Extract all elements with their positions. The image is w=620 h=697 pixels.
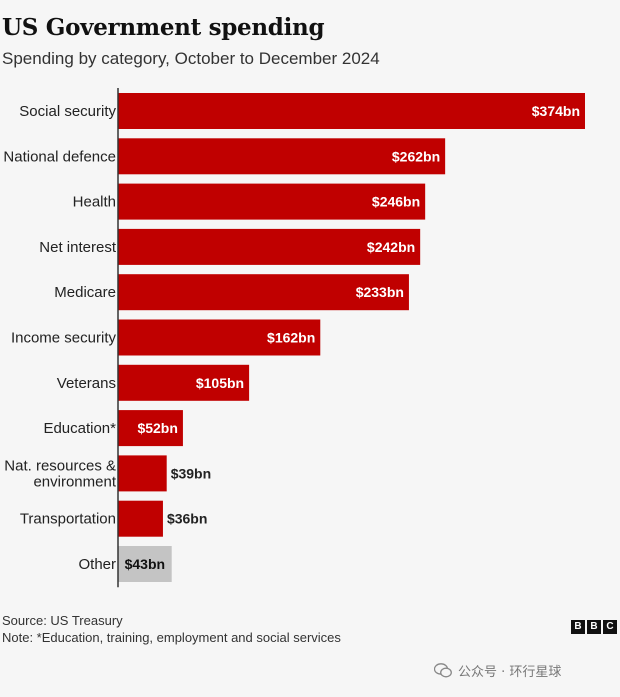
data-label: $233bn	[356, 284, 404, 300]
data-label: $105bn	[196, 375, 244, 391]
category-label-line: Veterans	[57, 375, 116, 392]
category-label: Education*	[43, 420, 116, 437]
bar	[118, 319, 321, 356]
bar	[118, 183, 426, 220]
category-label-line: Medicare	[54, 284, 116, 301]
bar	[118, 546, 172, 582]
watermark: 公众号 · 环行星球	[434, 661, 561, 680]
bbc-logo-letter: B	[571, 620, 585, 634]
category-label-line: Net interest	[39, 239, 117, 256]
bar	[118, 228, 421, 265]
bbc-logo-letter: C	[603, 620, 617, 634]
data-label: $52bn	[137, 420, 177, 436]
data-label: $39bn	[171, 465, 211, 481]
chart-subtitle: Spending by category, October to Decembe…	[2, 49, 380, 68]
category-label: Net interest	[39, 239, 117, 256]
data-label: $246bn	[372, 194, 420, 210]
source-note: Source: US Treasury	[2, 613, 123, 628]
category-label: Transportation	[20, 511, 116, 528]
data-label: $36bn	[167, 511, 207, 527]
bbc-logo-letter: B	[587, 620, 601, 634]
category-label-line: Health	[73, 194, 116, 211]
category-label-line: Nat. resources &	[4, 457, 116, 474]
category-label-line: Education*	[43, 420, 116, 437]
category-label-line: Transportation	[20, 511, 116, 528]
category-label: Income security	[11, 330, 117, 347]
category-label: Other	[78, 556, 116, 573]
category-label-line: Income security	[11, 330, 117, 347]
category-label: Nat. resources & environment	[4, 457, 117, 490]
data-label: $162bn	[267, 330, 315, 346]
data-label: $374bn	[532, 103, 580, 119]
watermark-text: 公众号 · 环行星球	[458, 665, 562, 680]
wechat-icon	[434, 663, 452, 678]
category-label: Health	[73, 194, 116, 211]
category-label: National defence	[3, 148, 116, 165]
bar	[118, 364, 250, 401]
bbc-logo: B B C	[571, 620, 617, 634]
category-label: Veterans	[57, 375, 116, 392]
category-label: Medicare	[54, 284, 116, 301]
category-label: Social security	[19, 103, 116, 120]
data-label: $262bn	[392, 148, 440, 164]
bar	[118, 410, 183, 447]
bar	[118, 93, 585, 129]
bar	[118, 138, 446, 175]
footnote: Note: *Education, training, employment a…	[2, 630, 341, 645]
bar	[118, 455, 167, 492]
category-label-line: National defence	[3, 148, 116, 165]
bar-chart: Social security $374bn National defence $26…	[3, 88, 585, 588]
category-label-line: Other	[78, 556, 116, 573]
data-label: $242bn	[367, 239, 415, 255]
data-label: $43bn	[125, 556, 165, 572]
bar	[118, 274, 409, 311]
chart-title: US Government spending	[2, 14, 325, 41]
bar	[118, 500, 163, 537]
category-label-line: Social security	[19, 103, 116, 120]
category-label-line: environment	[33, 473, 116, 490]
